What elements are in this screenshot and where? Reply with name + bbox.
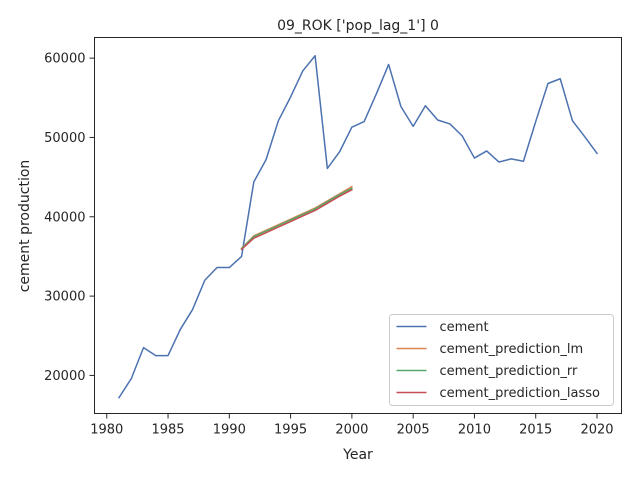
y-axis-label: cement production [17,160,33,293]
y-tick-label: 60000 [44,52,85,67]
x-tick-label: 2015 [519,423,552,438]
series-line-cement-prediction-rr [240,187,353,250]
series-line-cement [117,54,599,399]
chart-title: 09_ROK ['pop_lag_1'] 0 [277,18,439,34]
legend-label-cement-prediction-rr: cement_prediction_rr [440,364,578,379]
x-axis-label: Year [342,447,373,463]
legend: cement cement_prediction_lm cement_predict… [389,314,614,406]
x-tick-label: 1995 [274,423,307,438]
x-tick-label: 1980 [90,423,123,438]
legend-label-cement-prediction-lasso: cement_prediction_lasso [440,386,600,401]
x-tick-label: 1985 [151,423,184,438]
legend-label-cement: cement [440,320,489,335]
x-tick-label: 2000 [335,423,368,438]
plot-lines [117,54,599,399]
legend-label-cement-prediction-lm: cement_prediction_lm [440,342,584,357]
x-tick-label: 2005 [397,423,430,438]
y-tick-label: 30000 [44,290,85,305]
y-tick-label: 50000 [44,131,85,146]
x-axis: 1980 1985 1990 1995 2000 2005 2010 2015 2020 [90,413,614,438]
x-tick-label: 2010 [458,423,491,438]
legend-box [389,314,614,406]
y-axis: 20000 30000 40000 50000 60000 [44,52,95,384]
y-tick-label: 20000 [44,369,85,384]
x-tick-label: 2020 [580,423,613,438]
x-tick-label: 1990 [213,423,246,438]
plot-frame [94,37,622,414]
series-line-cement-prediction-lasso [240,188,353,251]
y-tick-label: 40000 [44,210,85,225]
